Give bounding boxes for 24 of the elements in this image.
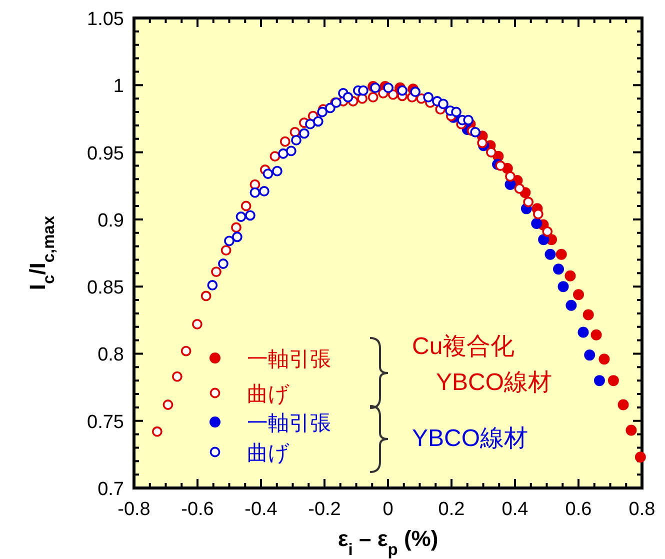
y-tick-label: 1.05 [87,9,124,30]
annotation: Cu複合化 YBCO線材 [412,333,552,396]
annotation: YBCO線材 [412,425,528,452]
x-tick-label: -0.2 [308,499,341,520]
x-tick-label: 0.4 [502,499,529,520]
y-tick-label: 0.7 [98,479,124,500]
x-tick-label: 0.8 [628,499,656,520]
x-tick-label: 0 [382,499,394,520]
y-tick-label: 0.75 [87,412,124,433]
x-tick-label: -0.6 [181,499,214,520]
legend-label: 曲げ [247,383,290,406]
x-tick-label: -0.4 [244,499,278,520]
y-tick-label: 0.9 [98,210,124,232]
y-tick-label: 0.95 [87,143,124,164]
legend-label: 一軸引張 [247,412,331,435]
y-tick-label: 0.8 [98,344,124,366]
legend-label: 曲げ [247,442,290,465]
x-tick-label: 0.6 [565,499,592,520]
y-tick-label: 1 [113,76,124,98]
y-tick-label: 0.85 [87,278,124,299]
x-axis-title: ε$_{i}$ – ε$_{p}$ (%) [338,526,438,559]
x-tick-label: 0.2 [438,499,465,520]
legend-label: 一軸引張 [247,348,331,371]
x-tick-label: -0.8 [118,499,150,520]
